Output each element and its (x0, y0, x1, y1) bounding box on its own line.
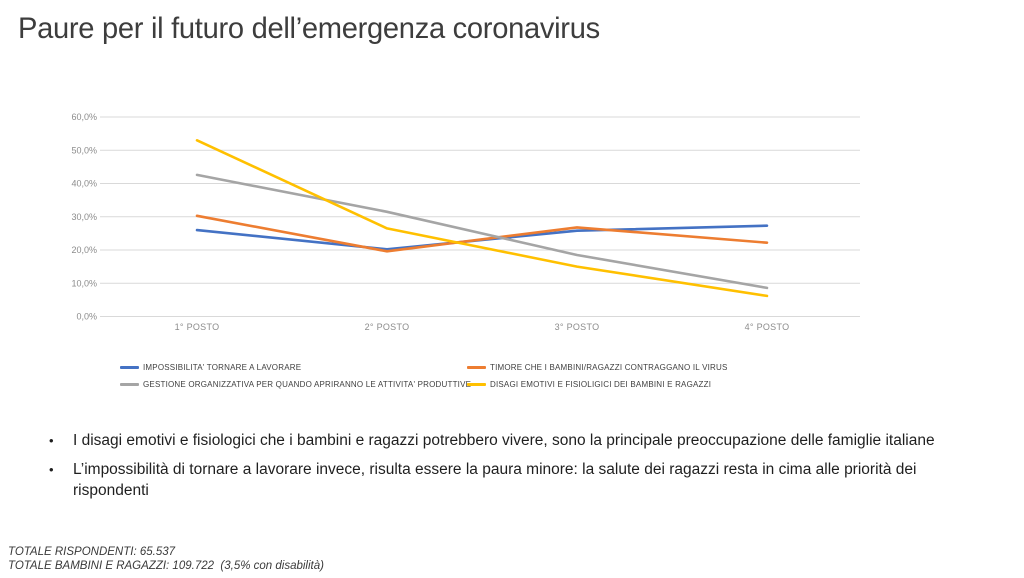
footer-line-totale-bambini-ragazzi: TOTALE BAMBINI E RAGAZZI: 109.722 (3,5% … (8, 560, 324, 572)
series-line (195, 224, 769, 251)
legend-marker (467, 366, 486, 369)
series-line (195, 173, 769, 290)
y-axis-tick-label: 60,0% (71, 112, 97, 122)
bullet-list: I disagi emotivi e fisiologici che i bam… (47, 430, 947, 509)
series-line (195, 214, 769, 253)
x-axis-tick-label: 4° POSTO (745, 322, 790, 332)
legend-item: IMPOSSIBILITA' TORNARE A LAVORARE (120, 363, 467, 372)
legend-label: GESTIONE ORGANIZZATIVA PER QUANDO APRIRA… (143, 380, 472, 389)
bullet-item: I disagi emotivi e fisiologici che i bam… (47, 430, 947, 451)
footer-line-totale-rispondenti: TOTALE RISPONDENTI: 65.537 (8, 546, 176, 558)
x-axis-tick-label: 3° POSTO (555, 322, 600, 332)
chart-area: 60,0% 50,0% 40,0% 30,0% 20,0% 10,0% 0,0% 1° POS… (0, 95, 1024, 345)
y-axis-tick-label: 40,0% (71, 179, 97, 189)
legend-marker (467, 383, 486, 386)
legend-marker (120, 366, 139, 369)
legend-label: DISAGI EMOTIVI E FISIOLIGICI DEI BAMBINI… (490, 380, 712, 389)
y-axis-tick-label: 10,0% (71, 278, 97, 288)
bullet-text: L’impossibilità di tornare a lavorare in… (73, 461, 917, 499)
series-line (195, 138, 769, 298)
x-axis-tick-label: 1° POSTO (175, 322, 220, 332)
y-axis-tick-label: 0,0% (76, 312, 97, 322)
y-axis-tick-label: 50,0% (71, 145, 97, 155)
chart-legend: IMPOSSIBILITA' TORNARE A LAVORARE TIMORE … (120, 363, 728, 389)
line-chart-svg: 60,0% 50,0% 40,0% 30,0% 20,0% 10,0% 0,0% 1° POS… (71, 112, 860, 332)
bullet-item: L’impossibilità di tornare a lavorare in… (47, 459, 947, 501)
page-title: Paure per il futuro dell’emergenza coron… (18, 12, 600, 45)
y-axis-tick-label: 20,0% (71, 245, 97, 255)
legend-item: TIMORE CHE I BAMBINI/RAGAZZI CONTRAGGANO… (467, 363, 728, 372)
legend-item: DISAGI EMOTIVI E FISIOLIGICI DEI BAMBINI… (467, 380, 728, 389)
legend-label: TIMORE CHE I BAMBINI/RAGAZZI CONTRAGGANO… (490, 363, 728, 372)
x-axis-tick-label: 2° POSTO (365, 322, 410, 332)
footer: TOTALE RISPONDENTI: 65.537 TOTALE BAMBIN… (8, 545, 324, 573)
legend-label: IMPOSSIBILITA' TORNARE A LAVORARE (143, 363, 302, 372)
legend-marker (120, 383, 139, 386)
bullet-text: I disagi emotivi e fisiologici che i bam… (73, 432, 935, 449)
y-axis-tick-label: 30,0% (71, 212, 97, 222)
legend-item: GESTIONE ORGANIZZATIVA PER QUANDO APRIRA… (120, 380, 471, 389)
